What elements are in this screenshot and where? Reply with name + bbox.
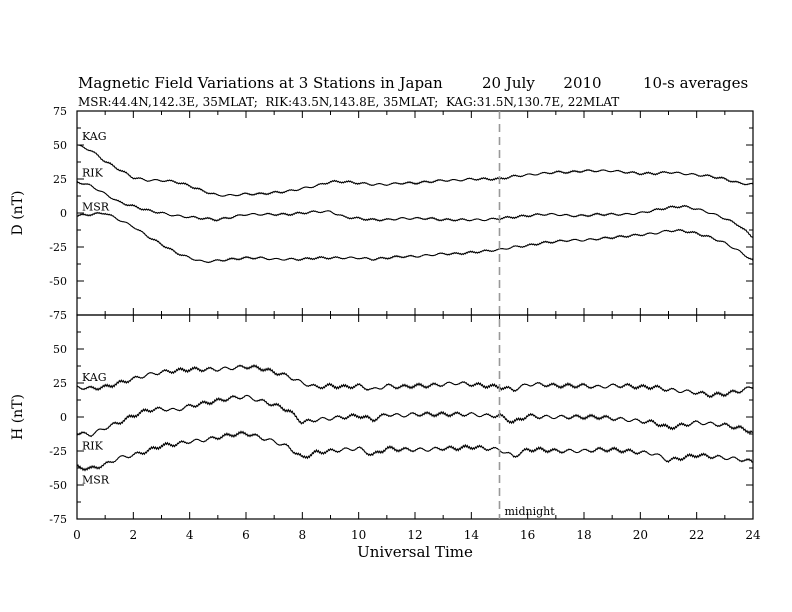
y-tick-label: -75 [49, 513, 67, 526]
y-tick-label: 50 [53, 139, 67, 152]
series-line-h-kag [76, 364, 754, 399]
series-line-h-msr [76, 430, 754, 472]
averaging-label: 10-s averages [643, 74, 749, 92]
y-tick-label: -25 [49, 445, 67, 458]
y-tick-label: 50 [53, 343, 67, 356]
panel-frame-h [76, 314, 754, 520]
x-tick-label: 16 [520, 528, 535, 542]
x-tick-label: 24 [745, 528, 761, 542]
series-label-rik: RIK [82, 167, 104, 180]
chart-title: Magnetic Field Variations at 3 Stations … [78, 74, 443, 92]
x-tick-label: 4 [186, 528, 194, 542]
series-label-msr: MSR [82, 473, 110, 486]
x-tick-label: 12 [407, 528, 422, 542]
series-label-kag: KAG [82, 371, 107, 384]
x-tick-label: 20 [633, 528, 648, 542]
y-tick-label: 75 [53, 105, 67, 118]
y-tick-label: 0 [60, 411, 67, 424]
x-tick-label: 8 [299, 528, 307, 542]
y-tick-label: -50 [49, 479, 67, 492]
series-line-d-msr [76, 211, 754, 264]
y-axis-label-h: H (nT) [10, 394, 26, 440]
y-tick-label: -75 [49, 309, 67, 322]
series-label-msr: MSR [82, 201, 110, 214]
x-axis-label: Universal Time [357, 543, 473, 561]
panel-frame-d [76, 110, 754, 316]
series-label-kag: KAG [82, 130, 107, 143]
chart-date: 20 July 2010 [482, 74, 602, 92]
x-tick-label: 2 [130, 528, 138, 542]
y-axis-label-d: D (nT) [10, 191, 26, 236]
y-tick-label: 0 [60, 207, 67, 220]
y-tick-label: 25 [53, 173, 67, 186]
x-tick-label: 10 [351, 528, 366, 542]
y-tick-label: 25 [53, 377, 67, 390]
series-line-d-rik [76, 180, 754, 238]
x-tick-label: 18 [576, 528, 591, 542]
series-label-rik: RIK [82, 439, 104, 452]
x-tick-label: 22 [689, 528, 704, 542]
station-info: MSR:44.4N,142.3E, 35MLAT; RIK:43.5N,143.… [78, 95, 620, 109]
x-tick-label: 0 [73, 528, 81, 542]
x-tick-label: 14 [464, 528, 480, 542]
y-tick-label: -25 [49, 241, 67, 254]
series-line-d-kag [77, 144, 754, 197]
midnight-label: midnight [505, 505, 556, 518]
y-tick-label: -50 [49, 275, 67, 288]
x-tick-label: 6 [242, 528, 250, 542]
series-line-h-rik [76, 394, 754, 438]
